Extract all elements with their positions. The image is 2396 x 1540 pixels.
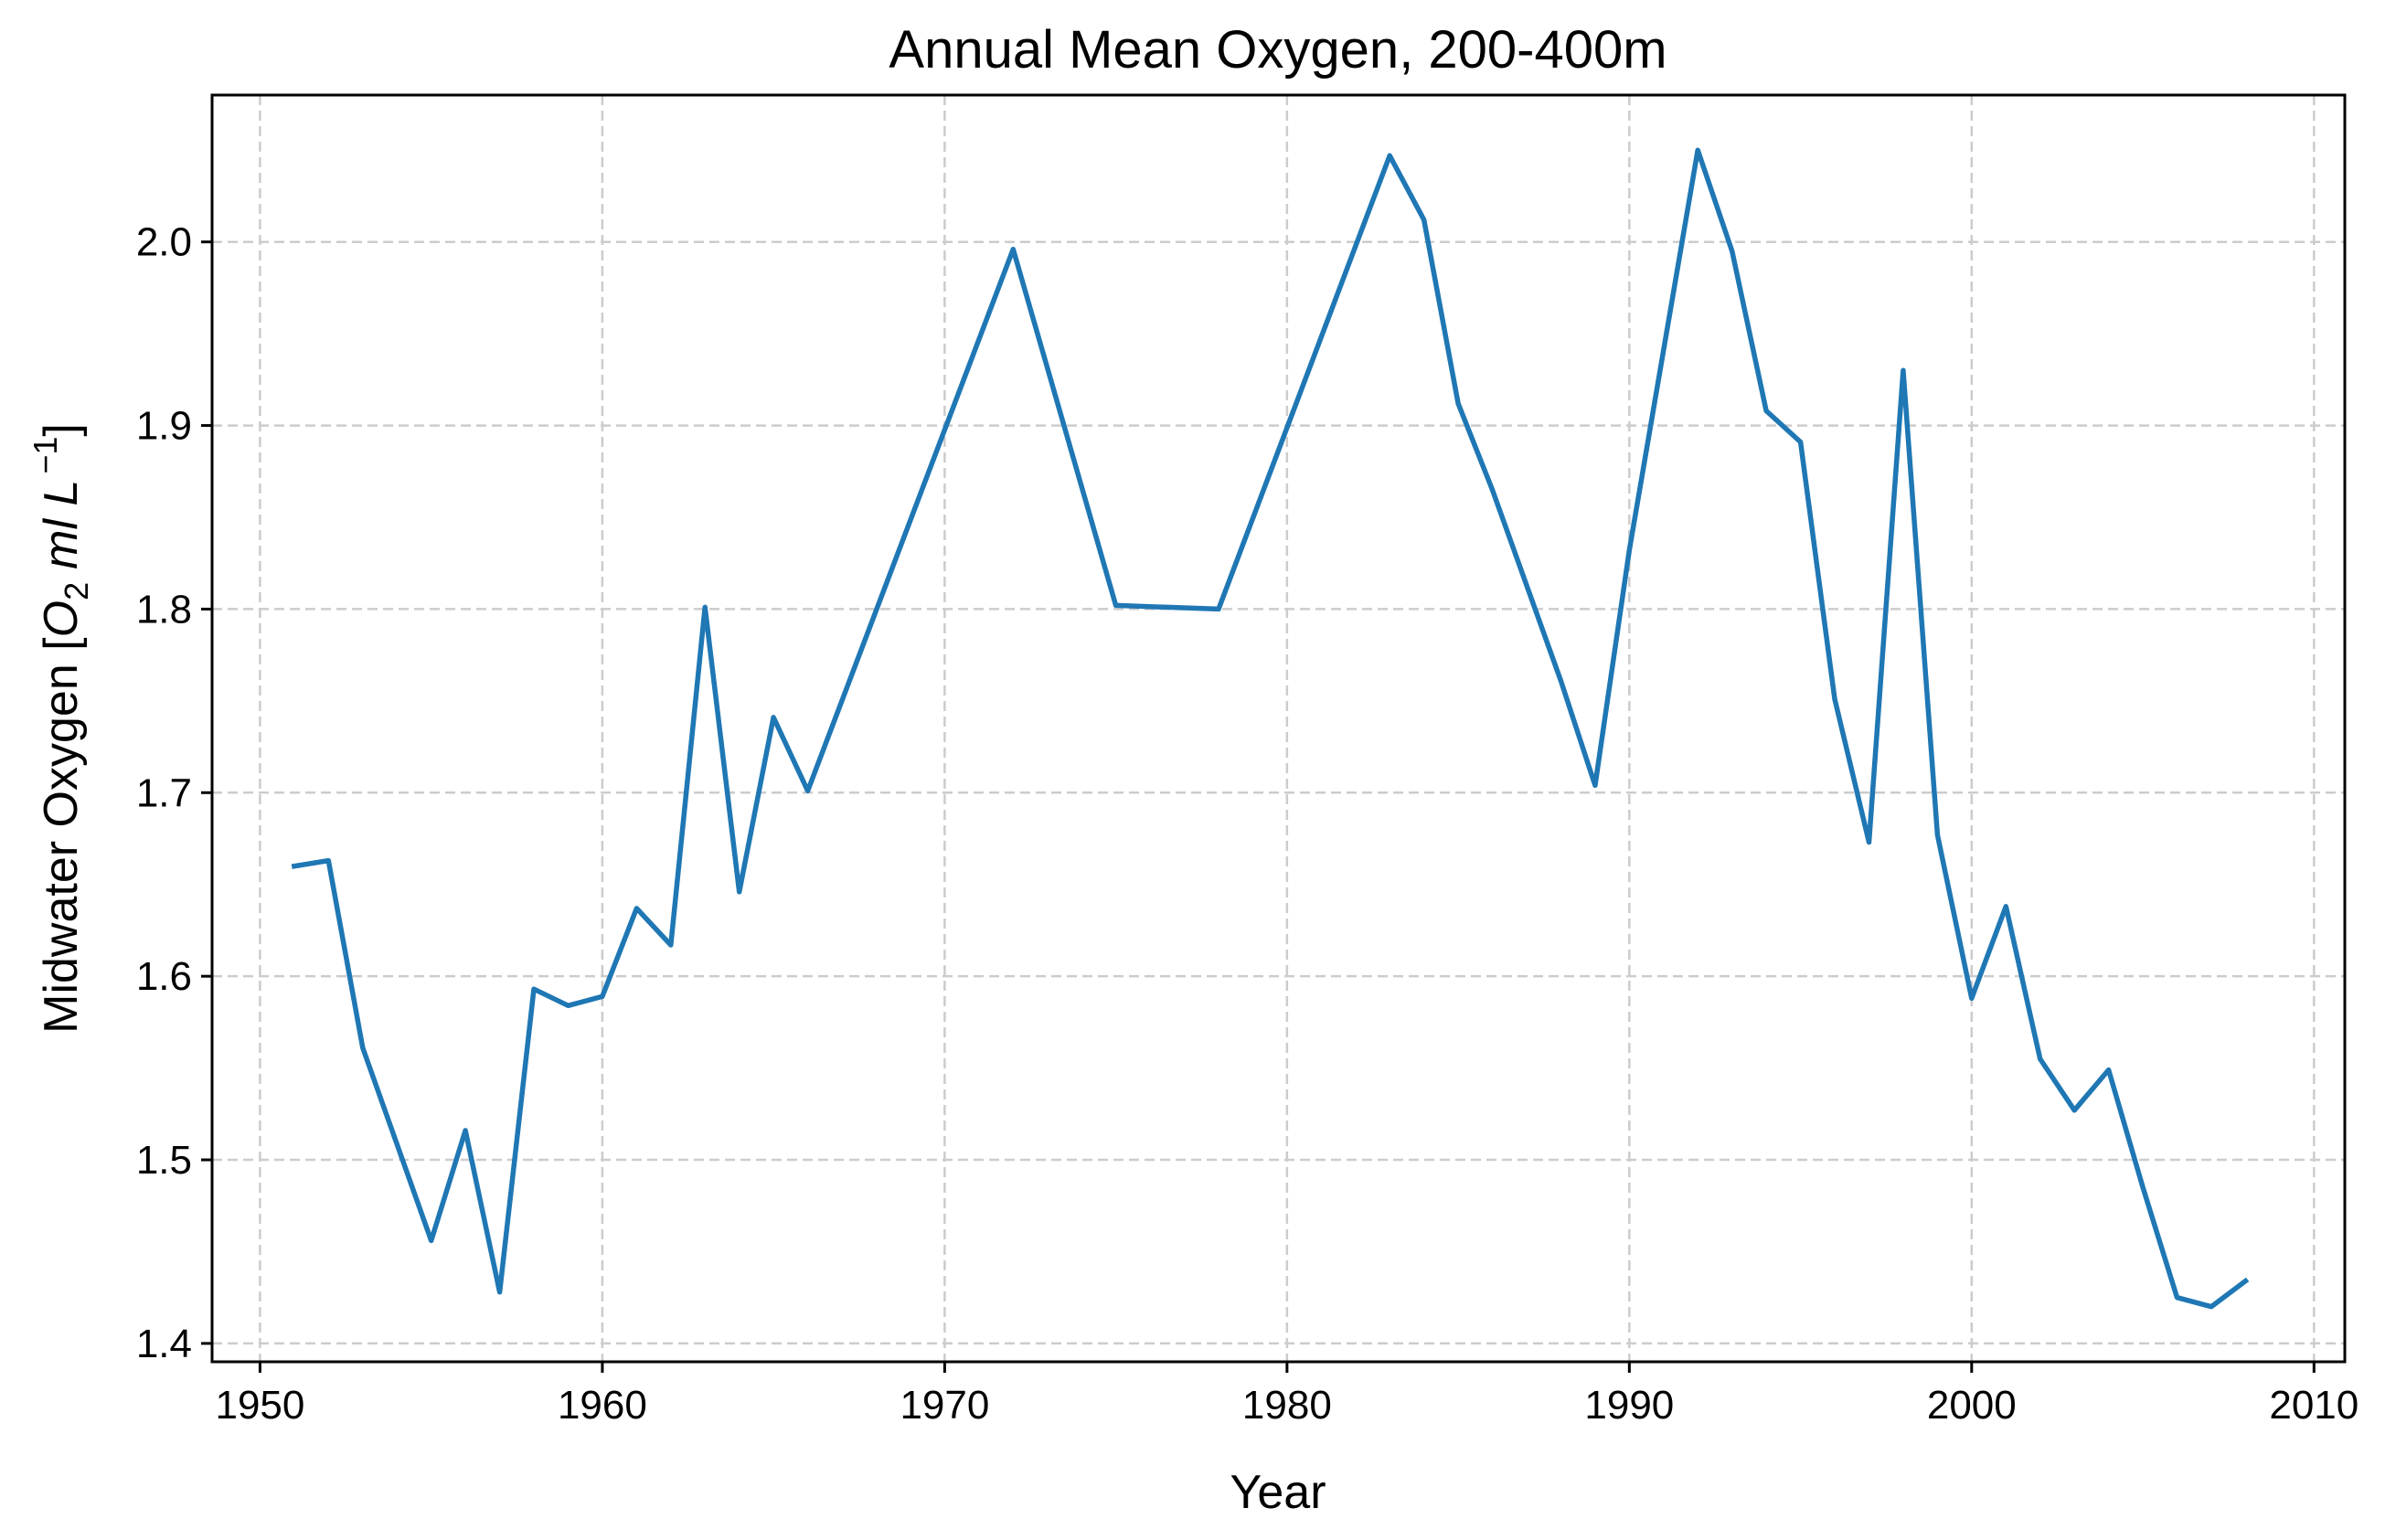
- data-point: [532, 987, 537, 992]
- data-point: [1833, 696, 1837, 701]
- data-point: [1627, 548, 1632, 553]
- grid-lines: [212, 95, 2345, 1362]
- axis-ticks: 1950 1960 1970 1980 1990 2000 2010 1.4 1.5 1.6 1.7…: [136, 220, 2359, 1428]
- data-point: [1764, 409, 1769, 413]
- data-point: [2004, 904, 2008, 908]
- data-point: [668, 943, 673, 948]
- data-point: [2141, 1185, 2146, 1190]
- data-point: [1696, 148, 1700, 153]
- y-tick-label: 2.0: [136, 220, 192, 265]
- y-tick-label: 1.8: [136, 587, 192, 632]
- data-point: [292, 864, 296, 868]
- data-point: [429, 1238, 433, 1243]
- y-axis-label-o: O: [35, 600, 88, 637]
- data-point: [1456, 401, 1461, 406]
- data-point: [360, 1046, 365, 1050]
- y-tick-label: 1.7: [136, 770, 192, 815]
- data-point: [1113, 603, 1118, 608]
- data-point: [2106, 1067, 2111, 1072]
- x-tick-label: 1970: [900, 1383, 989, 1428]
- data-point: [326, 858, 331, 863]
- data-point: [1935, 833, 1940, 837]
- data-point: [600, 994, 604, 999]
- data-point: [1901, 368, 1905, 373]
- data-point: [1592, 783, 1597, 788]
- data-point: [2209, 1304, 2213, 1309]
- data-point: [1969, 996, 1974, 1001]
- data-point: [1798, 440, 1803, 444]
- y-axis-label: Midwater Oxygen [O2 ml L −1]: [27, 423, 95, 1034]
- data-point: [805, 789, 810, 793]
- data-point: [634, 906, 639, 910]
- y-axis-label-units: ml L: [35, 480, 88, 569]
- data-point: [1216, 607, 1220, 611]
- data-point: [463, 1128, 468, 1132]
- x-tick-label: 2010: [2269, 1383, 2359, 1428]
- y-tick-label: 1.6: [136, 954, 192, 999]
- x-tick-label: 2000: [1927, 1383, 2017, 1428]
- y-axis-label-exp: −1: [27, 437, 64, 474]
- y-tick-label: 1.4: [136, 1322, 192, 1366]
- data-point: [566, 1004, 570, 1008]
- data-point: [2038, 1057, 2042, 1061]
- data-point: [1388, 154, 1392, 158]
- data-point: [2175, 1295, 2179, 1300]
- plot-frame: [210, 93, 2347, 1364]
- y-axis-label-prefix: Midwater Oxygen [: [35, 637, 88, 1034]
- y-tick-label: 1.9: [136, 404, 192, 449]
- data-point: [1867, 840, 1871, 844]
- series-layer: [291, 147, 2250, 1310]
- data-point: [772, 715, 776, 719]
- data-point: [2072, 1108, 2077, 1112]
- x-tick-label: 1990: [1584, 1383, 1674, 1428]
- chart-title: Annual Mean Oxygen, 200-400m: [889, 20, 1667, 80]
- data-point: [1559, 678, 1563, 683]
- x-axis-label: Year: [1230, 1466, 1326, 1519]
- data-point: [737, 889, 741, 894]
- data-point: [2243, 1279, 2248, 1283]
- data-point: [1730, 249, 1734, 253]
- data-point: [1422, 218, 1426, 222]
- x-tick-label: 1980: [1242, 1383, 1332, 1428]
- y-axis-label-o-sub: 2: [58, 582, 95, 600]
- y-tick-label: 1.5: [136, 1138, 192, 1183]
- data-point: [1011, 247, 1016, 251]
- x-tick-label: 1950: [215, 1383, 304, 1428]
- data-point: [703, 605, 708, 610]
- data-point: [497, 1290, 502, 1294]
- y-axis-label-suffix: ]: [35, 423, 88, 436]
- series-line: [291, 147, 2250, 1310]
- x-tick-label: 1960: [558, 1383, 647, 1428]
- data-point: [1490, 487, 1495, 492]
